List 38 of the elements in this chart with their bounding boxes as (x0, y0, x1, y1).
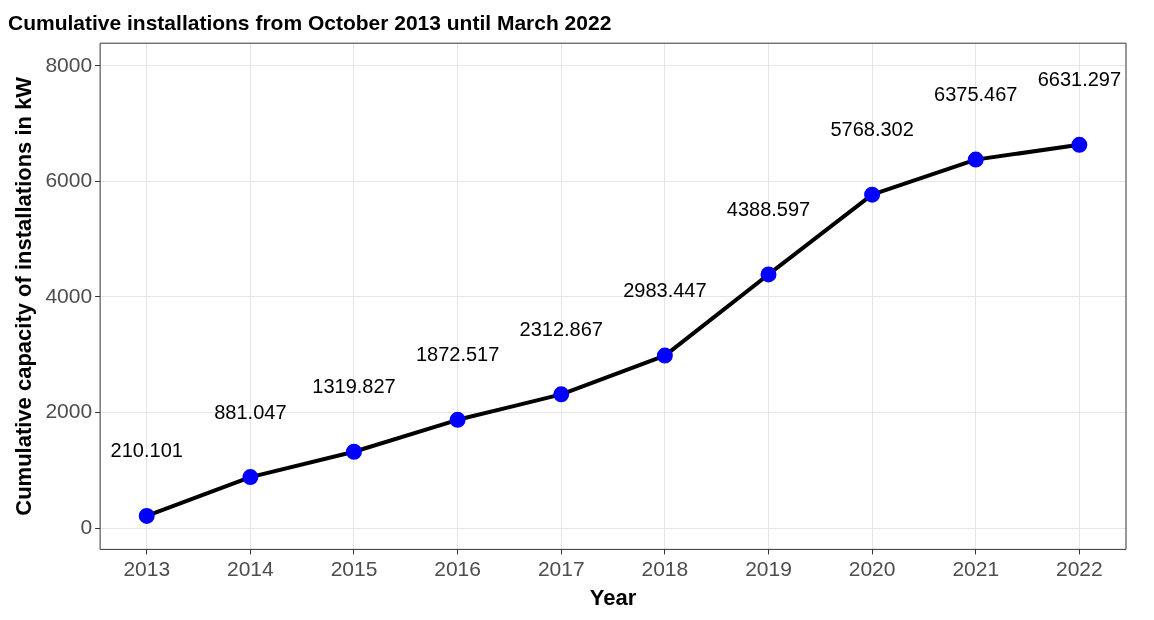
x-tick-label: 2018 (641, 556, 689, 580)
data-label: 5768.302 (830, 118, 914, 141)
x-tick-label: 2020 (848, 556, 896, 580)
point (449, 411, 466, 428)
y-tick-label: 8000 (45, 52, 93, 76)
x-tick-label: 2014 (227, 556, 275, 580)
x-tick-label: 2019 (745, 556, 792, 580)
data-label: 2983.447 (623, 279, 707, 302)
data-label: 881.047 (214, 400, 287, 423)
y-tick-label: 2000 (45, 399, 93, 423)
y-tick-label: 4000 (45, 283, 93, 307)
x-axis-title: Year (589, 584, 637, 610)
x-tick-label: 2022 (1056, 556, 1103, 580)
data-label: 6375.467 (934, 83, 1018, 106)
point (864, 186, 881, 203)
x-tick-label: 2016 (434, 556, 481, 580)
y-tick-label: 0 (80, 514, 93, 538)
point (1071, 136, 1088, 153)
point (656, 347, 673, 364)
data-label: 4388.597 (726, 197, 811, 220)
x-tick-label: 2017 (537, 556, 585, 580)
point (553, 386, 570, 403)
point (138, 507, 155, 524)
point (242, 469, 259, 486)
data-label: 2312.867 (519, 317, 603, 340)
data-label: 6631.297 (1037, 68, 1122, 91)
data-label: 1319.827 (312, 375, 396, 398)
point (967, 151, 984, 168)
point (760, 266, 777, 283)
data-label: 1872.517 (415, 343, 500, 366)
x-tick-label: 2021 (952, 556, 1000, 580)
y-axis-title: Cumulative capacity of installations in kW (11, 76, 37, 516)
chart-title: Cumulative installations from October 2013 until March 2022 (8, 11, 612, 35)
y-tick-label: 6000 (45, 168, 93, 192)
point (346, 443, 362, 460)
x-tick-label: 2013 (123, 556, 171, 580)
data-label: 210.101 (110, 439, 183, 462)
x-tick-label: 2015 (330, 556, 378, 580)
